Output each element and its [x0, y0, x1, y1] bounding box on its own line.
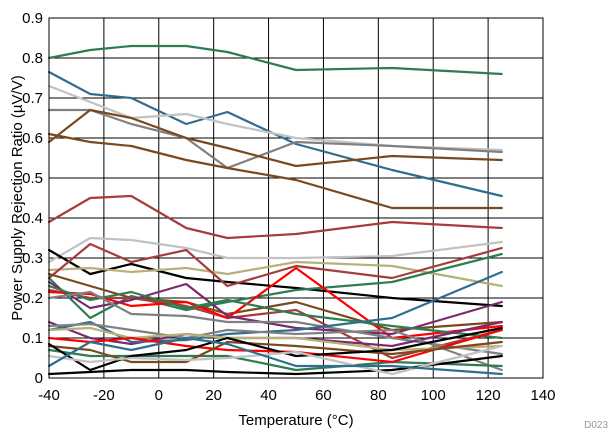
x-tick-label: -40 — [38, 387, 60, 404]
series-line-25 — [47, 340, 503, 364]
y-tick-label: 0.6 — [22, 130, 43, 147]
series-line-10 — [47, 260, 503, 288]
x-tick-label: 100 — [421, 387, 446, 404]
series-line-29 — [47, 336, 503, 376]
figure-tag: D023 — [584, 420, 608, 431]
y-tick-label: 0.8 — [22, 50, 43, 67]
y-tick-label: 0 — [35, 370, 43, 387]
series-line-7 — [47, 194, 503, 240]
series-line-23 — [47, 348, 503, 372]
y-tick-labels: 0 0.1 0.2 0.3 0.4 0.5 0.6 0.7 0.8 0.9 — [22, 10, 43, 387]
plot-frame — [48, 17, 544, 379]
series-line-22 — [47, 326, 503, 352]
x-tick-label: 20 — [205, 387, 222, 404]
x-tick-label: 140 — [530, 387, 555, 404]
x-tick-label: 40 — [260, 387, 277, 404]
y-axis-title: Power Supply Rejection Ratio (µV/V) — [9, 75, 26, 320]
series-line-9 — [47, 248, 503, 308]
y-tick-label: 0.4 — [22, 210, 43, 227]
x-tick-label: 80 — [370, 387, 387, 404]
series-line-16 — [47, 280, 503, 336]
series-line-28 — [47, 344, 503, 376]
series-line-5 — [47, 108, 503, 168]
y-tick-label: 0.3 — [22, 250, 43, 267]
series-line-17 — [47, 284, 503, 340]
y-tick-label: 0.2 — [22, 290, 43, 307]
series-line-24 — [47, 328, 503, 364]
x-tick-label: 60 — [315, 387, 332, 404]
y-tick-label: 0.1 — [22, 330, 43, 347]
series-line-11 — [47, 242, 503, 288]
series-line-26 — [47, 326, 503, 372]
x-tick-label: -20 — [93, 387, 115, 404]
y-tick-label: 0.9 — [22, 10, 43, 27]
x-tick-label: 0 — [155, 387, 163, 404]
series-line-12 — [47, 252, 503, 320]
y-tick-label: 0.5 — [22, 170, 43, 187]
series-line-18 — [47, 290, 503, 356]
x-tick-labels: -40 -20 0 20 40 60 80 100 120 140 — [38, 387, 555, 404]
series-line-1 — [47, 44, 503, 76]
series-line-4 — [47, 108, 503, 170]
series-line-8 — [47, 236, 503, 264]
x-tick-label: 120 — [476, 387, 501, 404]
series-lines — [47, 44, 503, 376]
x-axis-title: Temperature (°C) — [238, 412, 353, 429]
series-line-21 — [47, 322, 503, 372]
y-tick-label: 0.7 — [22, 90, 43, 107]
series-line-6 — [47, 132, 503, 210]
